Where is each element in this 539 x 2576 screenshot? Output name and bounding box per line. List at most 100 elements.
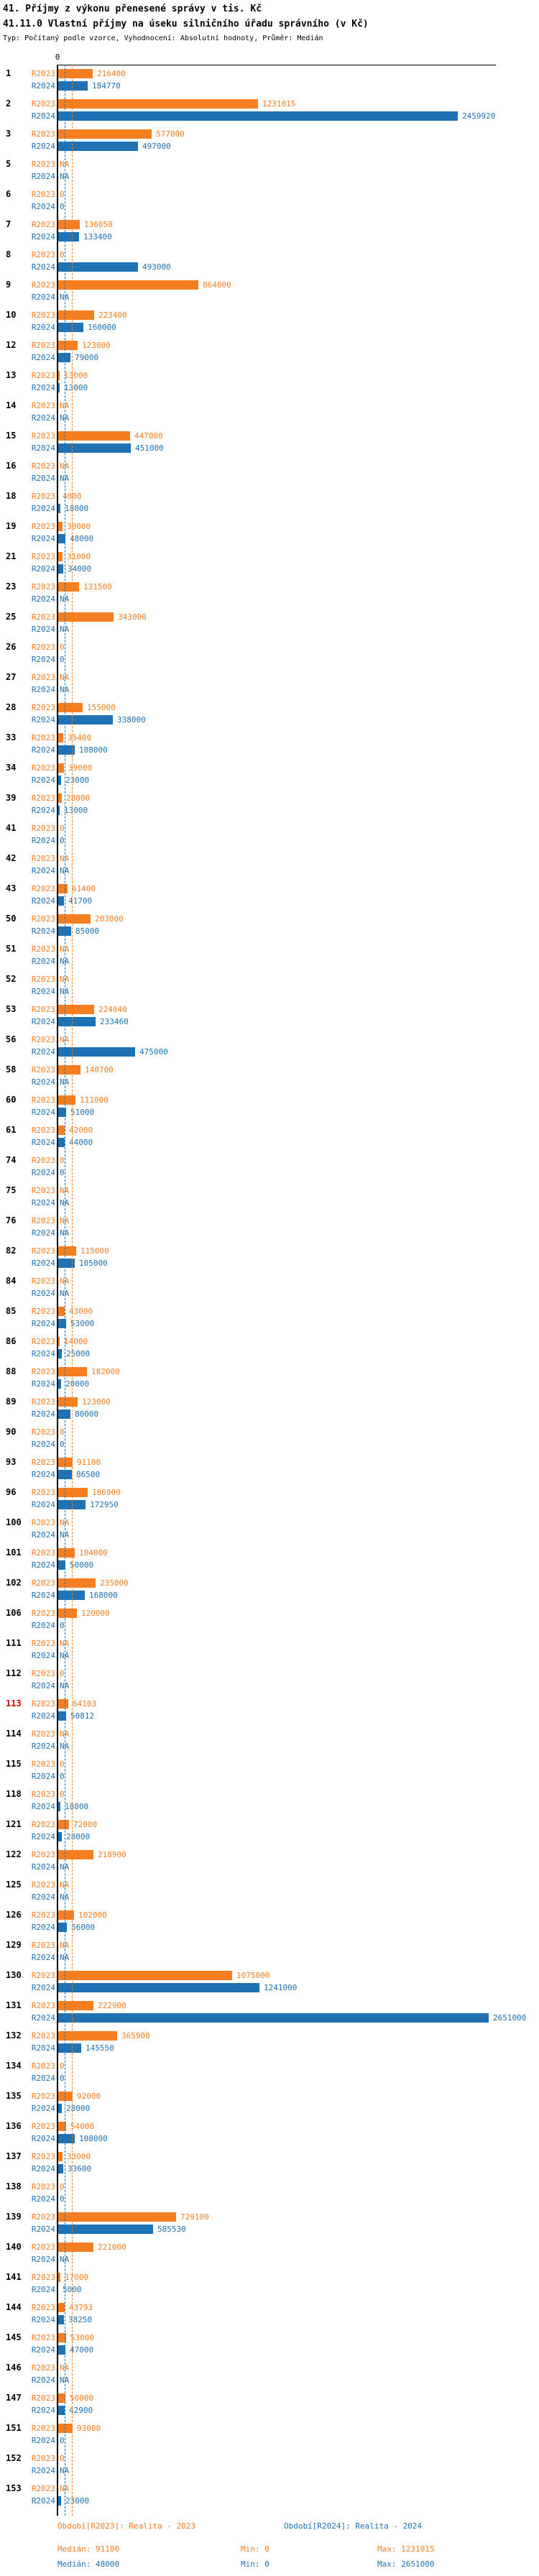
stat-median-2024: Medián: 48000: [57, 2559, 120, 2569]
series-label-r2024-row-141: R2024: [31, 2285, 55, 2294]
series-label-r2023-row-51: R2023: [31, 944, 55, 954]
bar-r2024-row-139: [57, 2225, 153, 2234]
bar-group-100: 100 R2023 NA R2024 NA: [0, 1518, 539, 1548]
bar-group-96: 96 R2023 186900 R2024 172950: [0, 1488, 539, 1518]
bar-r2023-row-39: [57, 794, 62, 803]
value-label-r2023-row-115: 0: [60, 1760, 65, 1769]
row-number-89: 89: [6, 1397, 17, 1407]
row-number-114: 114: [6, 1729, 22, 1739]
series-label-r2023-row-75: R2023: [31, 1186, 55, 1195]
row-number-140: 140: [6, 2242, 22, 2252]
bar-r2023-row-126: [57, 1910, 74, 1920]
bar-r2024-row-118: [57, 1802, 60, 1811]
value-label-r2024-row-102: 168000: [89, 1591, 118, 1600]
row-number-152: 152: [6, 2453, 22, 2463]
value-label-r2023-row-129: NA: [60, 1941, 70, 1950]
value-label-r2024-row-135: 28000: [66, 2104, 91, 2113]
bar-group-151: 151 R2023 93000 R2024 0: [0, 2424, 539, 2454]
bar-group-115: 115 R2023 0 R2024 0: [0, 1760, 539, 1790]
bar-r2024-row-126: [57, 1923, 67, 1932]
value-label-r2024-row-16: NA: [60, 474, 70, 483]
bar-group-86: 86 R2023 14000 R2024 25000: [0, 1337, 539, 1367]
bar-r2023-row-7: [57, 220, 80, 229]
series-label-r2023-row-129: R2023: [31, 1941, 55, 1950]
row-number-6: 6: [6, 189, 11, 199]
bar-r2023-row-33: [57, 733, 63, 742]
bar-group-41: 41 R2023 0 R2024 0: [0, 824, 539, 854]
series-label-r2023-row-41: R2023: [31, 824, 55, 833]
series-label-r2023-row-114: R2023: [31, 1729, 55, 1739]
bar-group-28: 28 R2023 155000 R2024 338000: [0, 703, 539, 733]
value-label-r2024-row-34: 23000: [65, 776, 90, 785]
row-number-139: 139: [6, 2212, 22, 2222]
value-label-r2023-row-134: 0: [60, 2061, 65, 2071]
series-label-r2024-row-146: R2024: [31, 2375, 55, 2385]
x-axis-zero-tick-label: 0: [55, 52, 60, 62]
series-label-r2024-row-96: R2024: [31, 1500, 55, 1509]
bar-r2024-row-2: [57, 111, 458, 121]
bar-r2023-row-85: [57, 1307, 65, 1316]
series-label-r2024-row-41: R2024: [31, 836, 55, 845]
series-label-r2024-row-82: R2024: [31, 1259, 55, 1268]
value-label-r2023-row-122: 218900: [98, 1850, 126, 1859]
series-label-r2023-row-27: R2023: [31, 673, 55, 682]
series-label-r2023-row-50: R2023: [31, 914, 55, 924]
value-label-r2024-row-121: 28000: [66, 1832, 91, 1841]
bar-r2023-row-58: [57, 1065, 80, 1075]
value-label-r2024-row-23: NA: [60, 594, 70, 604]
series-label-r2023-row-13: R2023: [31, 371, 55, 380]
row-number-9: 9: [6, 280, 11, 290]
bar-group-27: 27 R2023 NA R2024 NA: [0, 673, 539, 703]
bar-group-140: 140 R2023 221000 R2024 NA: [0, 2242, 539, 2273]
series-label-r2023-row-3: R2023: [31, 129, 55, 139]
series-label-r2024-row-58: R2024: [31, 1077, 55, 1087]
stat-max-2024: Max: 2651000: [377, 2559, 435, 2569]
series-label-r2024-row-1: R2024: [31, 81, 55, 91]
bar-group-3: 3 R2023 577000 R2024 497000: [0, 129, 539, 160]
row-number-15: 15: [6, 431, 17, 441]
bar-group-147: 147 R2023 50000 R2024 42900: [0, 2393, 539, 2424]
bar-r2024-row-1: [57, 81, 88, 91]
value-label-r2023-row-89: 123000: [82, 1397, 111, 1407]
bar-r2023-row-89: [57, 1397, 78, 1407]
series-label-r2024-row-28: R2024: [31, 715, 55, 724]
stat-min-2023: Min: 0: [241, 2544, 270, 2554]
value-label-r2023-row-42: NA: [60, 854, 70, 863]
stat-min-2024: Min: 0: [241, 2559, 270, 2569]
series-label-r2023-row-7: R2023: [31, 220, 55, 229]
row-number-141: 141: [6, 2272, 22, 2282]
value-label-r2023-row-102: 235000: [100, 1578, 129, 1588]
bar-r2023-row-139: [57, 2212, 176, 2222]
value-label-r2023-row-96: 186900: [92, 1488, 121, 1497]
value-label-r2024-row-152: NA: [60, 2466, 70, 2475]
series-label-r2024-row-13: R2024: [31, 383, 55, 392]
series-label-r2023-row-131: R2023: [31, 2001, 55, 2010]
series-label-r2024-row-135: R2024: [31, 2104, 55, 2113]
value-label-r2023-row-61: 42000: [69, 1126, 93, 1135]
page-subtitle: 41.11.0 Vlastní příjmy na úseku silniční…: [3, 19, 369, 29]
value-label-r2024-row-61: 44000: [69, 1138, 93, 1147]
value-label-r2023-row-106: 120000: [81, 1609, 110, 1618]
bar-group-25: 25 R2023 343000 R2024 NA: [0, 612, 539, 643]
value-label-r2023-row-25: 343000: [118, 612, 147, 622]
series-label-r2023-row-144: R2023: [31, 2303, 55, 2312]
value-label-r2024-row-139: 585530: [157, 2225, 186, 2234]
value-label-r2023-row-58: 140700: [85, 1065, 114, 1075]
series-label-r2024-row-60: R2024: [31, 1108, 55, 1117]
bar-group-42: 42 R2023 NA R2024 NA: [0, 854, 539, 884]
bar-r2023-row-9: [57, 280, 198, 290]
series-label-r2024-row-138: R2024: [31, 2194, 55, 2204]
value-label-r2023-row-135: 92000: [77, 2092, 101, 2101]
series-label-r2023-row-113: R2023: [31, 1699, 55, 1708]
value-label-r2023-row-100: NA: [60, 1518, 70, 1527]
value-label-r2023-row-41: 0: [60, 824, 65, 833]
value-label-r2024-row-33: 108000: [79, 745, 108, 755]
row-number-112: 112: [6, 1668, 22, 1678]
bar-r2023-row-82: [57, 1246, 76, 1256]
series-label-r2024-row-39: R2024: [31, 806, 55, 815]
bar-r2024-row-10: [57, 323, 83, 332]
row-number-41: 41: [6, 823, 17, 833]
value-label-r2024-row-134: 0: [60, 2074, 65, 2083]
value-label-r2023-row-114: NA: [60, 1729, 70, 1739]
series-label-r2023-row-134: R2023: [31, 2061, 55, 2071]
